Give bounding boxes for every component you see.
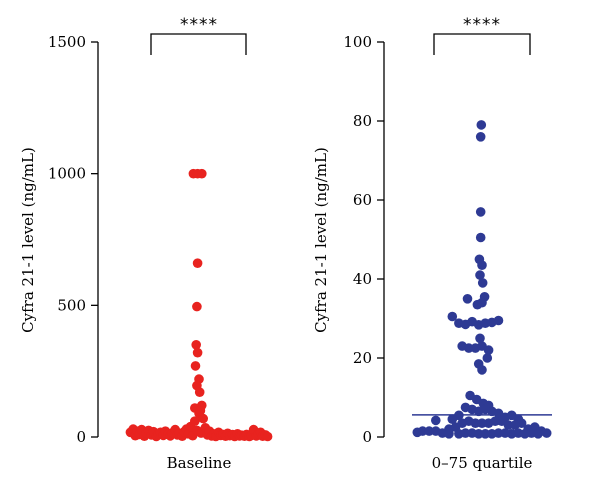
y-axis-label: Cyfra 21-1 level (ng/mL) bbox=[312, 147, 330, 333]
data-point bbox=[192, 347, 203, 358]
data-point bbox=[497, 416, 507, 427]
data-point bbox=[475, 232, 486, 243]
y-tick-label: 1000 bbox=[48, 165, 86, 183]
data-point bbox=[464, 343, 474, 353]
y-tick-label: 20 bbox=[353, 349, 372, 367]
y-axis-label: Cyfra 21-1 level (ng/mL) bbox=[19, 147, 37, 333]
y-ticks: 0 20 40 60 80 100 bbox=[343, 33, 384, 446]
y-tick-label: 80 bbox=[353, 112, 372, 130]
data-point bbox=[533, 429, 543, 439]
y-tick-label: 500 bbox=[57, 296, 86, 314]
data-point bbox=[493, 428, 504, 438]
x-category-label: Baseline bbox=[167, 454, 232, 472]
data-point bbox=[477, 297, 487, 308]
y-tick-label: 1500 bbox=[48, 33, 86, 51]
data-point bbox=[190, 361, 201, 371]
data-point bbox=[431, 415, 441, 426]
y-ticks: 0 500 1000 1500 bbox=[48, 33, 98, 446]
data-point bbox=[190, 416, 200, 427]
data-point bbox=[493, 315, 504, 326]
data-point bbox=[447, 311, 458, 322]
data-point bbox=[195, 405, 206, 416]
data-point bbox=[477, 278, 488, 288]
y-tick-label: 60 bbox=[353, 191, 372, 209]
y-tick-label: 0 bbox=[362, 428, 372, 446]
data-points bbox=[125, 168, 273, 442]
data-point bbox=[473, 429, 484, 439]
data-point bbox=[475, 132, 486, 142]
data-point bbox=[475, 207, 486, 217]
data-point bbox=[476, 120, 487, 130]
data-point bbox=[477, 418, 487, 429]
significance-bracket bbox=[433, 33, 531, 55]
data-point bbox=[475, 270, 485, 280]
data-point bbox=[480, 429, 491, 439]
y-tick-label: 40 bbox=[353, 270, 372, 288]
data-point bbox=[417, 426, 428, 436]
data-point bbox=[510, 420, 520, 430]
data-point bbox=[462, 294, 473, 304]
y-tick-label: 0 bbox=[76, 428, 86, 446]
data-point bbox=[192, 301, 202, 312]
data-point bbox=[482, 353, 493, 363]
data-point bbox=[262, 431, 273, 442]
significance-bracket bbox=[150, 33, 247, 55]
baseline-panel: Cyfra 21-1 level (ng/mL) 0 500 1000 1500 **… bbox=[19, 15, 273, 472]
data-point bbox=[198, 413, 208, 424]
data-point bbox=[477, 260, 487, 271]
data-point bbox=[194, 387, 205, 398]
data-point bbox=[483, 345, 494, 355]
data-point bbox=[541, 428, 552, 438]
data-point bbox=[477, 365, 487, 375]
data-point bbox=[197, 168, 207, 179]
significance-label: **** bbox=[463, 15, 501, 35]
data-points bbox=[412, 120, 552, 439]
data-point bbox=[191, 340, 201, 350]
data-point bbox=[475, 333, 485, 344]
significance-label: **** bbox=[180, 15, 218, 35]
x-category-label: 0–75 quartile bbox=[432, 454, 533, 472]
data-point bbox=[447, 414, 458, 425]
data-point bbox=[192, 258, 203, 269]
data-point bbox=[424, 426, 435, 436]
y-tick-label: 100 bbox=[343, 33, 372, 51]
quartile-panel: Cyfra 21-1 level (ng/mL) 0 20 40 60 80 100 **… bbox=[312, 15, 552, 472]
data-point bbox=[444, 429, 454, 439]
data-point bbox=[483, 418, 494, 429]
data-point bbox=[460, 428, 471, 438]
